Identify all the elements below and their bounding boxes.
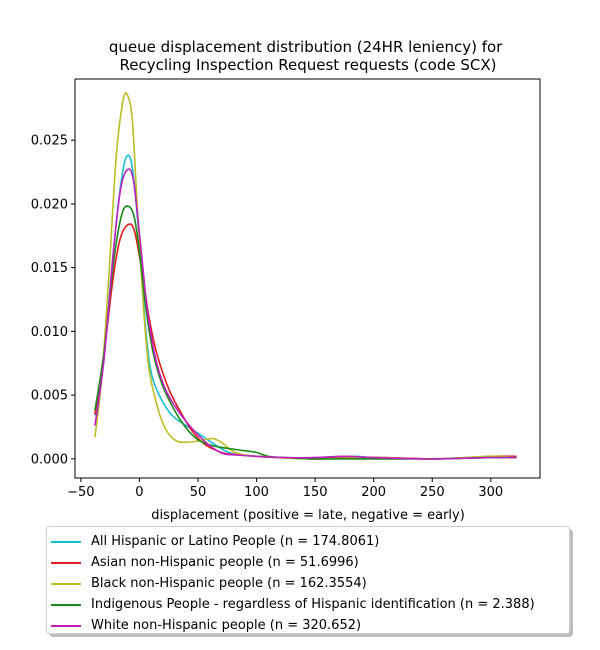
legend-swatch (51, 603, 81, 606)
legend-item-2: Asian non-Hispanic people (n = 51.6996) (47, 552, 569, 573)
legend-swatch (51, 582, 81, 585)
legend-label: Asian non-Hispanic people (n = 51.6996) (91, 555, 359, 570)
x-tick-label: −50 (67, 485, 94, 500)
x-tick-label: 250 (420, 485, 445, 500)
legend-swatch (51, 561, 81, 564)
legend-item-1: All Hispanic or Latino People (n = 174.8… (47, 531, 569, 552)
x-tick-label: 0 (135, 485, 143, 500)
chart-title-line-2: Recycling Inspection Request requests (c… (120, 56, 497, 74)
series-line-3 (94, 92, 517, 460)
plot-frame (74, 78, 541, 479)
y-tick-label: 0.020 (31, 197, 68, 212)
x-tick-label: 100 (244, 485, 269, 500)
chart-title: queue displacement distribution (24HR le… (109, 38, 507, 74)
legend-item-4: Indigenous People - regardless of Hispan… (47, 594, 569, 615)
series-line-5 (94, 168, 517, 460)
legend-swatch (51, 540, 81, 543)
x-tick-label: 200 (361, 485, 386, 500)
x-tick-label: 300 (478, 485, 503, 500)
x-tick-label: 150 (303, 485, 328, 500)
y-tick-label: 0.025 (31, 134, 68, 149)
legend-label: All Hispanic or Latino People (n = 174.8… (91, 534, 380, 549)
y-tick-label: 0.015 (31, 261, 68, 276)
legend-label: White non-Hispanic people (n = 320.652) (91, 618, 362, 633)
legend: All Hispanic or Latino People (n = 174.8… (46, 526, 570, 634)
series-line-2 (94, 223, 517, 460)
y-tick-label: 0.010 (31, 325, 68, 340)
legend-item-3: Black non-Hispanic people (n = 162.3554) (47, 573, 569, 594)
x-tick-label: 50 (190, 485, 207, 500)
legend-item-5: White non-Hispanic people (n = 320.652) (47, 615, 569, 636)
legend-label: Indigenous People - regardless of Hispan… (91, 597, 535, 612)
x-axis-label: displacement (positive = late, negative … (151, 508, 465, 523)
series-line-1 (94, 154, 517, 460)
plot-area: −50 0 50 100 150 200 250 300 0.000 0.005 0.010 0.01… (31, 78, 541, 500)
series-line-4 (94, 205, 517, 460)
legend-swatch (51, 624, 81, 627)
y-tick-label: 0.000 (31, 452, 68, 467)
chart-title-line-1: queue displacement distribution (24HR le… (109, 38, 503, 56)
y-tick-label: 0.005 (31, 389, 68, 404)
legend-label: Black non-Hispanic people (n = 162.3554) (91, 576, 367, 591)
